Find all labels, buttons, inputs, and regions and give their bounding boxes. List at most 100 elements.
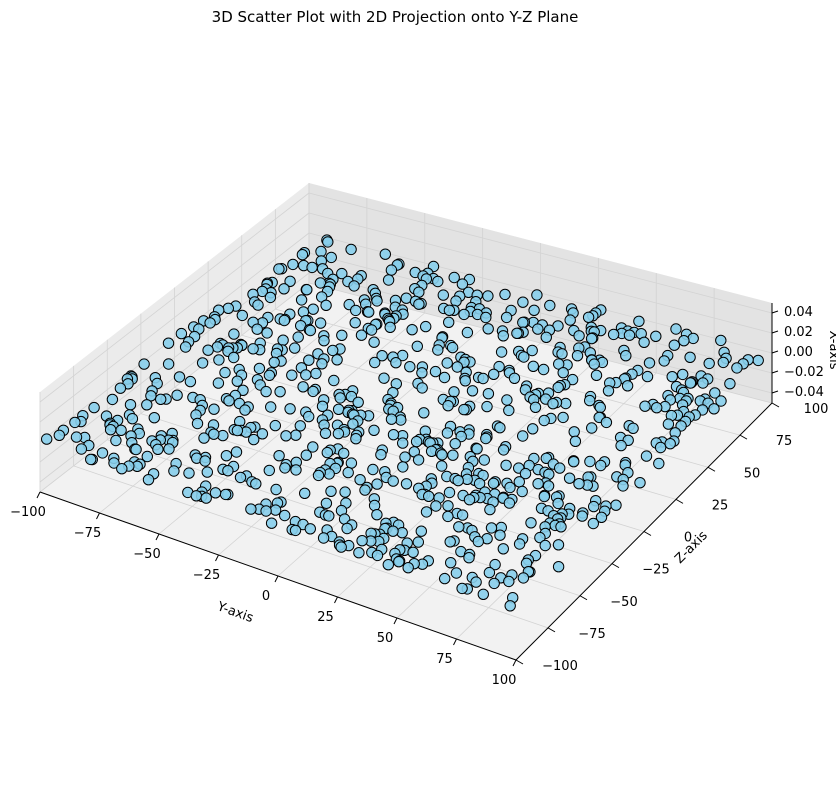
data-point <box>584 394 596 407</box>
data-point <box>325 251 337 264</box>
data-point <box>201 466 214 478</box>
data-point <box>312 469 325 482</box>
data-point <box>354 474 366 486</box>
data-point <box>444 536 456 548</box>
data-point <box>439 572 451 585</box>
data-point <box>163 443 175 455</box>
data-point <box>223 395 235 407</box>
data-point <box>416 382 428 394</box>
data-point <box>703 357 715 370</box>
data-point <box>436 460 448 472</box>
data-point <box>527 423 539 435</box>
data-point <box>620 350 632 362</box>
data-point <box>387 525 399 537</box>
data-point <box>253 362 266 375</box>
data-point <box>350 433 362 445</box>
data-point <box>256 428 269 440</box>
data-point <box>289 524 302 537</box>
data-point <box>162 358 175 370</box>
data-point <box>252 299 264 311</box>
data-point <box>390 357 402 369</box>
data-point <box>503 575 515 588</box>
data-point <box>114 382 127 394</box>
data-point <box>406 324 418 336</box>
data-point <box>260 385 272 398</box>
data-point <box>731 362 743 374</box>
y-tick-label: −75 <box>74 526 101 541</box>
data-point <box>540 331 552 343</box>
data-point <box>662 418 675 430</box>
data-point <box>222 302 235 314</box>
y-tick-mark <box>334 596 338 604</box>
z-tick-label: 25 <box>712 498 729 513</box>
data-point <box>367 463 379 476</box>
data-point <box>610 499 622 511</box>
x-tick-label: 0.00 <box>784 345 813 360</box>
data-point <box>472 535 484 548</box>
data-point <box>251 323 263 335</box>
data-point <box>552 539 565 551</box>
data-point <box>303 410 315 423</box>
data-point <box>200 492 212 504</box>
data-point <box>278 283 290 295</box>
data-point <box>332 427 345 440</box>
data-point <box>368 336 380 348</box>
data-point <box>484 503 496 516</box>
x-tick-label: 0.04 <box>784 305 813 320</box>
data-point <box>587 517 599 530</box>
floor-grid-line-z <box>208 360 677 500</box>
z-tick-label: −75 <box>578 627 605 642</box>
data-point <box>316 358 328 370</box>
data-point <box>269 504 282 516</box>
data-point <box>504 600 516 612</box>
data-point <box>557 367 569 379</box>
data-point <box>336 329 348 341</box>
data-point <box>323 510 335 522</box>
data-point <box>448 271 460 284</box>
data-point <box>314 317 327 329</box>
data-point <box>239 404 251 416</box>
data-point <box>503 497 516 509</box>
data-point <box>640 450 653 462</box>
data-point <box>544 299 556 312</box>
data-point <box>331 354 343 366</box>
data-point <box>483 566 496 579</box>
data-point <box>547 398 559 410</box>
data-point <box>641 370 654 383</box>
data-point <box>341 522 353 535</box>
data-point <box>584 455 596 468</box>
y-tick-mark <box>393 617 398 625</box>
y-tick-mark <box>453 638 457 646</box>
y-tick-mark <box>274 575 279 583</box>
data-point <box>563 472 576 484</box>
data-point <box>650 330 662 342</box>
z-tick-label: −25 <box>642 563 669 578</box>
data-point <box>280 430 292 442</box>
data-point <box>436 449 448 461</box>
data-point <box>363 306 375 318</box>
data-point <box>284 403 296 415</box>
data-point <box>450 567 463 579</box>
data-point <box>666 371 678 383</box>
data-point <box>511 327 523 339</box>
data-point <box>442 400 454 412</box>
data-point <box>594 401 606 414</box>
data-point <box>294 420 306 432</box>
data-point <box>527 360 539 372</box>
data-point <box>420 320 432 333</box>
data-point <box>456 278 469 290</box>
data-point <box>429 365 442 378</box>
data-point <box>322 236 334 248</box>
data-point <box>104 424 117 436</box>
data-point <box>677 368 689 381</box>
data-point <box>500 459 512 471</box>
data-point <box>369 356 381 369</box>
left-grid-line-x <box>39 212 310 423</box>
data-point <box>651 402 663 414</box>
data-point <box>85 453 97 466</box>
z-tick-label: 50 <box>744 466 761 481</box>
data-point <box>449 438 461 450</box>
data-point <box>212 377 225 389</box>
data-point <box>179 341 192 353</box>
